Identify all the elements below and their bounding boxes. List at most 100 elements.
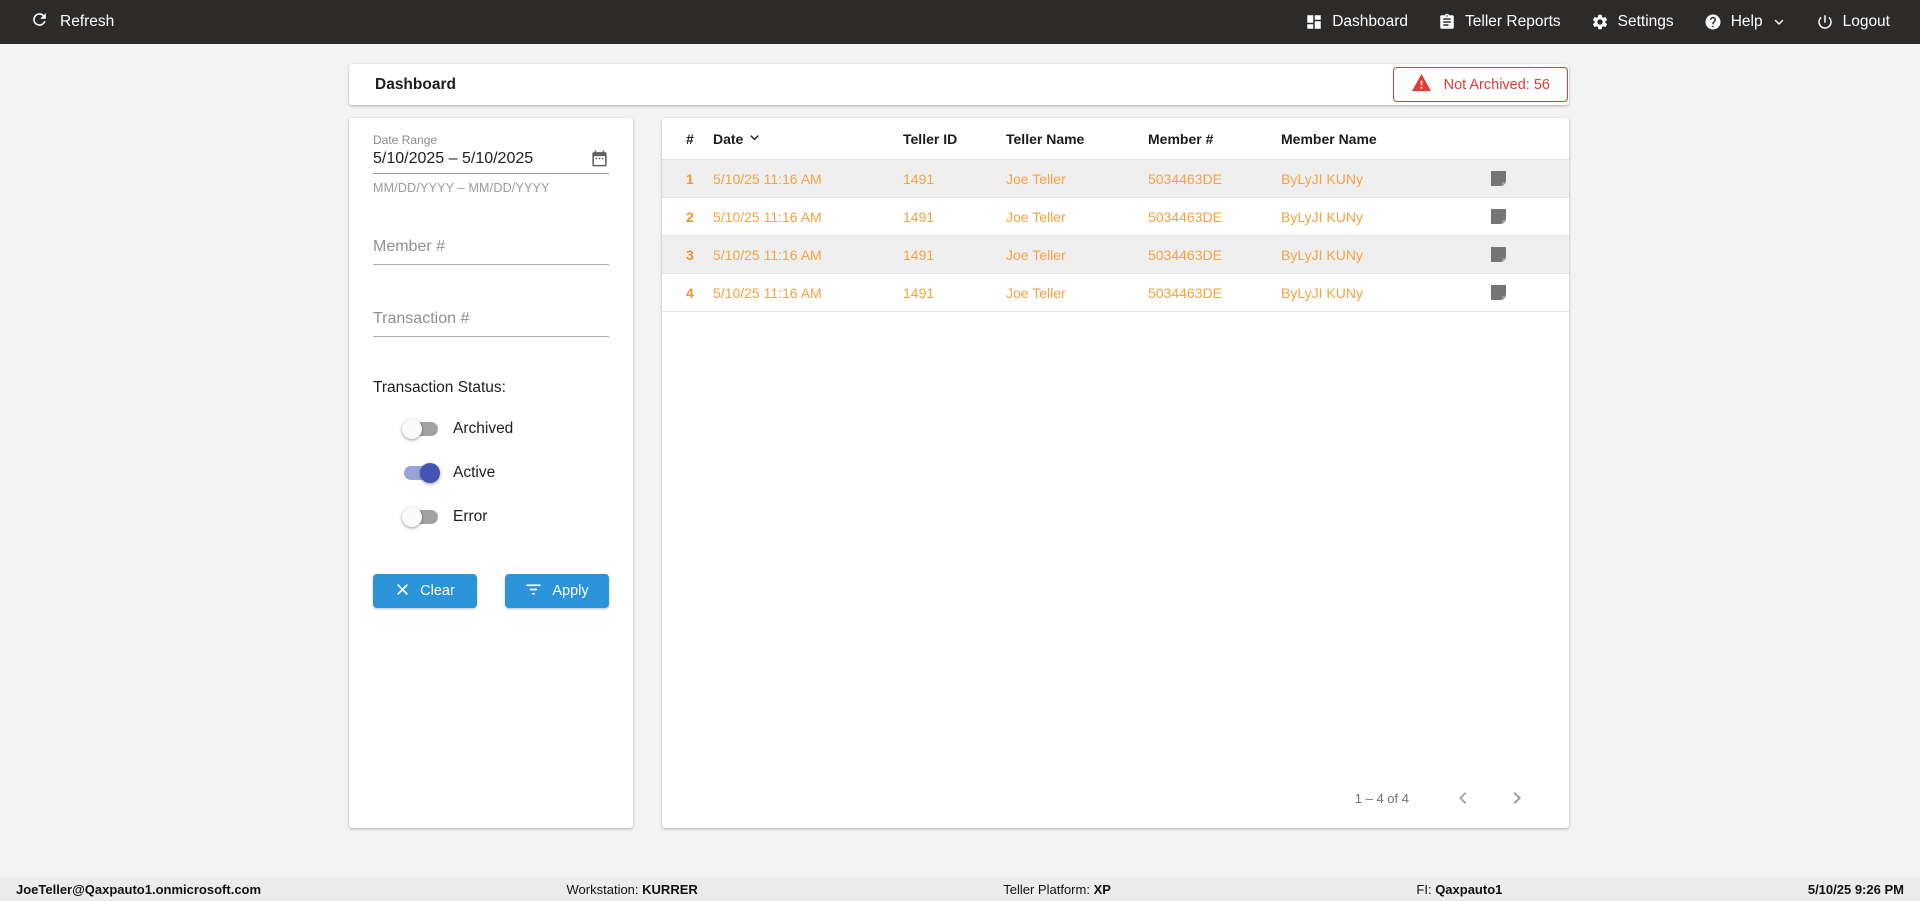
sort-desc-icon: [746, 129, 763, 149]
row-date: 5/10/25 11:16 AM: [713, 208, 822, 225]
column-header-teller-id: Teller ID: [903, 130, 958, 147]
dashboard-icon: [1305, 13, 1323, 31]
platform-value: XP: [1093, 881, 1111, 897]
row-member-number: 5034463DE: [1148, 170, 1222, 187]
nav-teller-reports[interactable]: Teller Reports: [1438, 13, 1561, 31]
fi-info: FI: Qaxpauto1: [1416, 882, 1502, 897]
nav-help-label: Help: [1730, 13, 1763, 30]
active-toggle-label: Active: [453, 464, 496, 481]
error-toggle-label: Error: [453, 508, 488, 525]
nav-logout-label: Logout: [1842, 13, 1890, 30]
row-teller-name: Joe Teller: [1006, 284, 1066, 301]
next-page-button[interactable]: [1505, 786, 1529, 810]
workstation-value: KURRER: [642, 881, 698, 897]
calendar-icon[interactable]: [590, 149, 609, 168]
filter-icon: [525, 582, 542, 601]
row-teller-id: 1491: [903, 170, 935, 187]
nav-settings-label: Settings: [1617, 13, 1674, 30]
table-row[interactable]: 2 5/10/25 11:16 AM 1491 Joe Teller 50344…: [662, 198, 1569, 236]
transaction-number-input[interactable]: [373, 304, 609, 337]
refresh-button[interactable]: Refresh: [0, 10, 114, 34]
row-num: 3: [686, 246, 694, 263]
clear-button[interactable]: Clear: [373, 574, 477, 608]
note-icon[interactable]: [1490, 170, 1553, 187]
dashboard-header-card: Dashboard Not Archived: 56: [349, 64, 1569, 105]
fi-value: Qaxpauto1: [1435, 881, 1503, 897]
workstation-label: Workstation:: [566, 881, 639, 897]
column-header-date[interactable]: Date: [713, 129, 903, 149]
column-header-teller-name: Teller Name: [1006, 130, 1085, 147]
toggle-knob: [402, 419, 422, 439]
refresh-icon: [30, 10, 49, 34]
row-member-number: 5034463DE: [1148, 284, 1222, 301]
row-teller-id: 1491: [903, 208, 935, 225]
nav-help[interactable]: Help: [1704, 13, 1786, 31]
note-icon[interactable]: [1490, 208, 1553, 225]
row-teller-name: Joe Teller: [1006, 208, 1066, 225]
topbar: Refresh Dashboard Teller Reports Setting…: [0, 0, 1920, 44]
row-num: 4: [686, 284, 694, 301]
nav-teller-reports-label: Teller Reports: [1465, 13, 1561, 30]
row-member-number: 5034463DE: [1148, 246, 1222, 263]
row-date: 5/10/25 11:16 AM: [713, 284, 822, 301]
transactions-table-card: # Date Teller ID Teller Name Member # Me…: [662, 118, 1569, 828]
logged-in-user: JoeTeller@Qaxpauto1.onmicrosoft.com: [16, 881, 262, 897]
teller-platform-info: Teller Platform: XP: [1003, 882, 1111, 897]
row-member-name: ByLyJI KUNy: [1281, 208, 1363, 225]
date-range-hint: MM/DD/YYYY – MM/DD/YYYY: [373, 181, 550, 195]
row-member-name: ByLyJI KUNy: [1281, 284, 1363, 301]
pagination-range: 1 – 4 of 4: [1354, 790, 1409, 806]
workstation-info: Workstation: KURRER: [567, 882, 698, 897]
pagination: 1 – 4 of 4: [1355, 786, 1529, 810]
row-num: 1: [686, 170, 694, 187]
status-datetime: 5/10/25 9:26 PM: [1807, 881, 1904, 897]
toggle-knob: [402, 507, 422, 527]
row-num: 2: [686, 208, 694, 225]
toggle-row-active: Active: [373, 461, 609, 485]
row-teller-id: 1491: [903, 284, 935, 301]
table-row[interactable]: 4 5/10/25 11:16 AM 1491 Joe Teller 50344…: [662, 274, 1569, 312]
previous-page-button[interactable]: [1451, 786, 1475, 810]
not-archived-badge[interactable]: Not Archived: 56: [1392, 67, 1568, 102]
teller-reports-icon: [1438, 13, 1456, 31]
filter-buttons: Clear Apply: [373, 574, 609, 608]
help-icon: [1704, 13, 1722, 31]
table-row[interactable]: 3 5/10/25 11:16 AM 1491 Joe Teller 50344…: [662, 236, 1569, 274]
nav-dashboard[interactable]: Dashboard: [1305, 13, 1408, 31]
note-icon[interactable]: [1490, 284, 1553, 301]
apply-button[interactable]: Apply: [505, 574, 609, 608]
error-toggle[interactable]: [402, 507, 438, 527]
nav-dashboard-label: Dashboard: [1332, 13, 1409, 30]
member-number-input[interactable]: [373, 232, 609, 265]
chevron-down-icon: [1772, 15, 1786, 29]
toggle-knob: [420, 463, 440, 483]
apply-button-label: Apply: [552, 583, 589, 599]
refresh-label: Refresh: [60, 13, 115, 30]
column-header-date-label: Date: [713, 130, 744, 147]
date-range-label: Date Range: [373, 133, 438, 147]
topbar-nav: Dashboard Teller Reports Settings Help: [1305, 13, 1920, 31]
note-icon[interactable]: [1490, 246, 1553, 263]
nav-logout[interactable]: Logout: [1816, 13, 1890, 31]
row-date: 5/10/25 11:16 AM: [713, 246, 822, 263]
row-date: 5/10/25 11:16 AM: [713, 170, 822, 187]
date-range-field: [373, 149, 609, 174]
page-title: Dashboard: [375, 75, 456, 93]
column-header-member-name: Member Name: [1281, 130, 1377, 147]
logout-icon: [1816, 13, 1834, 31]
filter-panel: Date Range MM/DD/YYYY – MM/DD/YYYY Trans…: [349, 118, 633, 828]
not-archived-label: Not Archived: 56: [1443, 76, 1550, 93]
table-row[interactable]: 1 5/10/25 11:16 AM 1491 Joe Teller 50344…: [662, 160, 1569, 198]
nav-settings[interactable]: Settings: [1591, 13, 1674, 31]
row-member-name: ByLyJI KUNy: [1281, 170, 1363, 187]
date-range-input[interactable]: [373, 149, 590, 168]
clear-button-label: Clear: [420, 583, 455, 599]
row-teller-name: Joe Teller: [1006, 246, 1066, 263]
warning-icon: [1411, 73, 1432, 96]
toggle-row-archived: Archived: [373, 417, 609, 441]
toggle-row-error: Error: [373, 505, 609, 529]
archived-toggle[interactable]: [402, 419, 438, 439]
archived-toggle-label: Archived: [453, 420, 514, 437]
active-toggle[interactable]: [404, 463, 440, 483]
row-teller-name: Joe Teller: [1006, 170, 1066, 187]
